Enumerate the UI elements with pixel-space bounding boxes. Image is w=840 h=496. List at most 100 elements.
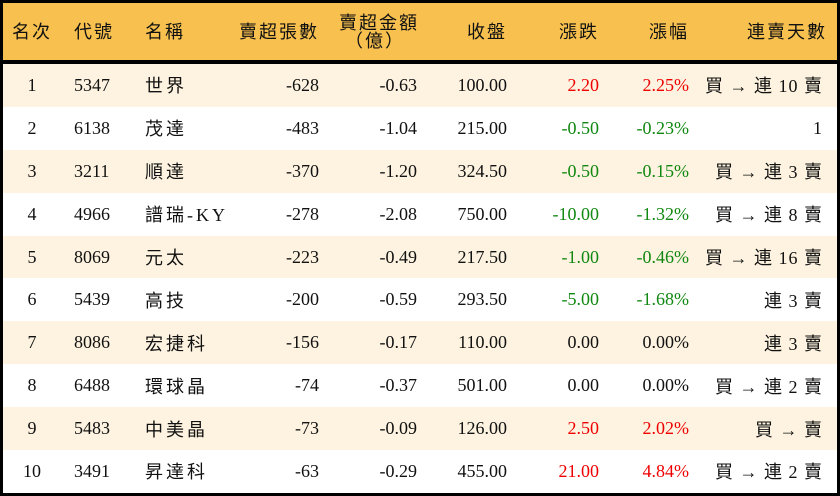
cell-close: 293.50 bbox=[457, 289, 508, 310]
cell-code[interactable]: 8069 bbox=[74, 246, 110, 267]
header-rank: 名次 bbox=[12, 21, 52, 42]
cell-net-sell-amount: -0.49 bbox=[379, 246, 418, 267]
cell-name[interactable]: 宏捷科 bbox=[145, 333, 208, 354]
cell-code[interactable]: 5439 bbox=[74, 289, 110, 310]
cell-change-pct: -0.15% bbox=[636, 160, 690, 181]
cell-net-sell-amount: -0.17 bbox=[379, 332, 418, 353]
header-name: 名稱 bbox=[145, 21, 185, 42]
cell-net-sell-amount: -1.04 bbox=[379, 117, 418, 138]
cell-name[interactable]: 中美晶 bbox=[145, 419, 208, 440]
cell-change-pct: -1.68% bbox=[636, 289, 690, 310]
cell-close: 126.00 bbox=[457, 418, 508, 439]
cell-close: 110.00 bbox=[458, 332, 507, 353]
cell-net-sell-amount: -2.08 bbox=[379, 203, 418, 224]
cell-code[interactable]: 3491 bbox=[74, 460, 110, 481]
cell-name[interactable]: 順達 bbox=[145, 162, 187, 183]
cell-net-sell-lots: -278 bbox=[286, 203, 319, 224]
cell-name[interactable]: 高技 bbox=[145, 290, 187, 311]
header-code: 代號 bbox=[74, 21, 114, 42]
header-net-sell-amount: 賣超金額 （億） bbox=[321, 3, 419, 60]
cell-streak: 買 → 連 3 賣 bbox=[715, 162, 823, 183]
cell-change: -10.00 bbox=[552, 203, 600, 224]
header-close: 收盤 bbox=[467, 21, 507, 42]
cell-name[interactable]: 環球晶 bbox=[145, 376, 208, 397]
cell-change: -0.50 bbox=[561, 117, 600, 138]
cell-rank: 9 bbox=[27, 418, 37, 439]
cell-streak: 買 → 連 8 賣 bbox=[715, 205, 823, 226]
cell-streak: 連 3 賣 bbox=[764, 333, 823, 354]
cell-streak: 買 → 連 2 賣 bbox=[715, 376, 823, 397]
table-row[interactable]: 7 8086 宏捷科 -156 -0.17 110.00 0.00 0.00% … bbox=[3, 321, 837, 365]
cell-code[interactable]: 6138 bbox=[74, 117, 110, 138]
cell-rank: 3 bbox=[27, 160, 37, 181]
cell-change-pct: -0.23% bbox=[636, 117, 690, 138]
cell-change-pct: 2.02% bbox=[642, 418, 690, 439]
cell-rank: 10 bbox=[23, 460, 41, 481]
cell-close: 217.50 bbox=[457, 246, 508, 267]
net-sell-ranking-table: 名次 代號 名稱 賣超張數 賣超金額 （億） 收盤 漲跌 漲幅 連賣天數 1 5… bbox=[3, 3, 837, 493]
cell-net-sell-amount: -1.20 bbox=[379, 160, 418, 181]
cell-code[interactable]: 5483 bbox=[74, 418, 110, 439]
cell-net-sell-amount: -0.59 bbox=[379, 289, 418, 310]
table-row[interactable]: 5 8069 元太 -223 -0.49 217.50 -1.00 -0.46%… bbox=[3, 235, 837, 279]
cell-name[interactable]: 世界 bbox=[145, 76, 187, 97]
cell-net-sell-lots: -73 bbox=[295, 418, 319, 439]
table-row[interactable]: 1 5347 世界 -628 -0.63 100.00 2.20 2.25% 買… bbox=[3, 64, 837, 107]
cell-change: 2.50 bbox=[567, 418, 600, 439]
cell-rank: 1 bbox=[27, 74, 37, 95]
cell-rank: 6 bbox=[27, 289, 37, 310]
cell-net-sell-lots: -223 bbox=[286, 246, 319, 267]
header-streak: 連賣天數 bbox=[747, 21, 827, 42]
cell-net-sell-amount: -0.37 bbox=[379, 375, 418, 396]
cell-close: 455.00 bbox=[457, 460, 508, 481]
table-body: 1 5347 世界 -628 -0.63 100.00 2.20 2.25% 買… bbox=[3, 64, 837, 493]
cell-change-pct: -1.32% bbox=[636, 203, 690, 224]
cell-streak: 買 → 連 10 賣 bbox=[705, 76, 823, 97]
cell-name[interactable]: 譜瑞-KY bbox=[145, 205, 228, 226]
cell-code[interactable]: 8086 bbox=[74, 332, 110, 353]
table-row[interactable]: 3 3211 順達 -370 -1.20 324.50 -0.50 -0.15%… bbox=[3, 149, 837, 193]
table-row[interactable]: 8 6488 環球晶 -74 -0.37 501.00 0.00 0.00% 買… bbox=[3, 364, 837, 408]
cell-rank: 7 bbox=[27, 332, 37, 353]
cell-net-sell-lots: -74 bbox=[295, 375, 319, 396]
cell-net-sell-lots: -200 bbox=[286, 289, 319, 310]
cell-code[interactable]: 6488 bbox=[74, 375, 110, 396]
cell-change: -1.00 bbox=[561, 246, 600, 267]
table-header: 名次 代號 名稱 賣超張數 賣超金額 （億） 收盤 漲跌 漲幅 連賣天數 bbox=[3, 3, 837, 60]
cell-code[interactable]: 3211 bbox=[74, 160, 110, 181]
cell-code[interactable]: 5347 bbox=[74, 74, 110, 95]
header-divider bbox=[3, 60, 837, 64]
table-row[interactable]: 4 4966 譜瑞-KY -278 -2.08 750.00 -10.00 -1… bbox=[3, 192, 837, 236]
cell-streak: 買 → 連 16 賣 bbox=[705, 248, 823, 268]
cell-name[interactable]: 昇達科 bbox=[145, 462, 208, 483]
header-net-sell-amount-line2: （億） bbox=[345, 30, 405, 51]
cell-net-sell-lots: -63 bbox=[295, 460, 319, 481]
cell-streak: 1 bbox=[813, 117, 823, 138]
cell-net-sell-amount: -0.63 bbox=[379, 74, 418, 95]
cell-rank: 4 bbox=[27, 203, 37, 224]
cell-net-sell-lots: -628 bbox=[286, 74, 319, 95]
cell-change-pct: 2.25% bbox=[642, 74, 690, 95]
table-row[interactable]: 10 3491 昇達科 -63 -0.29 455.00 21.00 4.84%… bbox=[3, 450, 837, 493]
cell-streak: 買 → 連 2 賣 bbox=[715, 462, 823, 483]
cell-net-sell-lots: -483 bbox=[286, 117, 319, 138]
cell-change: 2.20 bbox=[567, 74, 600, 95]
cell-close: 750.00 bbox=[457, 203, 508, 224]
cell-rank: 5 bbox=[27, 246, 37, 267]
cell-rank: 2 bbox=[27, 117, 37, 138]
table-row[interactable]: 6 5439 高技 -200 -0.59 293.50 -5.00 -1.68%… bbox=[3, 278, 837, 322]
cell-name[interactable]: 元太 bbox=[145, 248, 187, 268]
table-row[interactable]: 9 5483 中美晶 -73 -0.09 126.00 2.50 2.02% 買… bbox=[3, 407, 837, 451]
cell-change: 0.00 bbox=[567, 375, 600, 396]
cell-net-sell-lots: -370 bbox=[286, 160, 319, 181]
cell-change-pct: 0.00% bbox=[642, 375, 690, 396]
cell-change-pct: 4.84% bbox=[642, 460, 690, 481]
cell-streak: 買 → 賣 bbox=[755, 419, 823, 440]
table-row[interactable]: 2 6138 茂達 -483 -1.04 215.00 -0.50 -0.23%… bbox=[3, 106, 837, 150]
cell-net-sell-lots: -156 bbox=[286, 332, 319, 353]
cell-change: 0.00 bbox=[567, 332, 600, 353]
cell-streak: 連 3 賣 bbox=[764, 290, 823, 311]
cell-code[interactable]: 4966 bbox=[74, 203, 110, 224]
cell-net-sell-amount: -0.29 bbox=[379, 460, 418, 481]
cell-name[interactable]: 茂達 bbox=[145, 119, 187, 140]
